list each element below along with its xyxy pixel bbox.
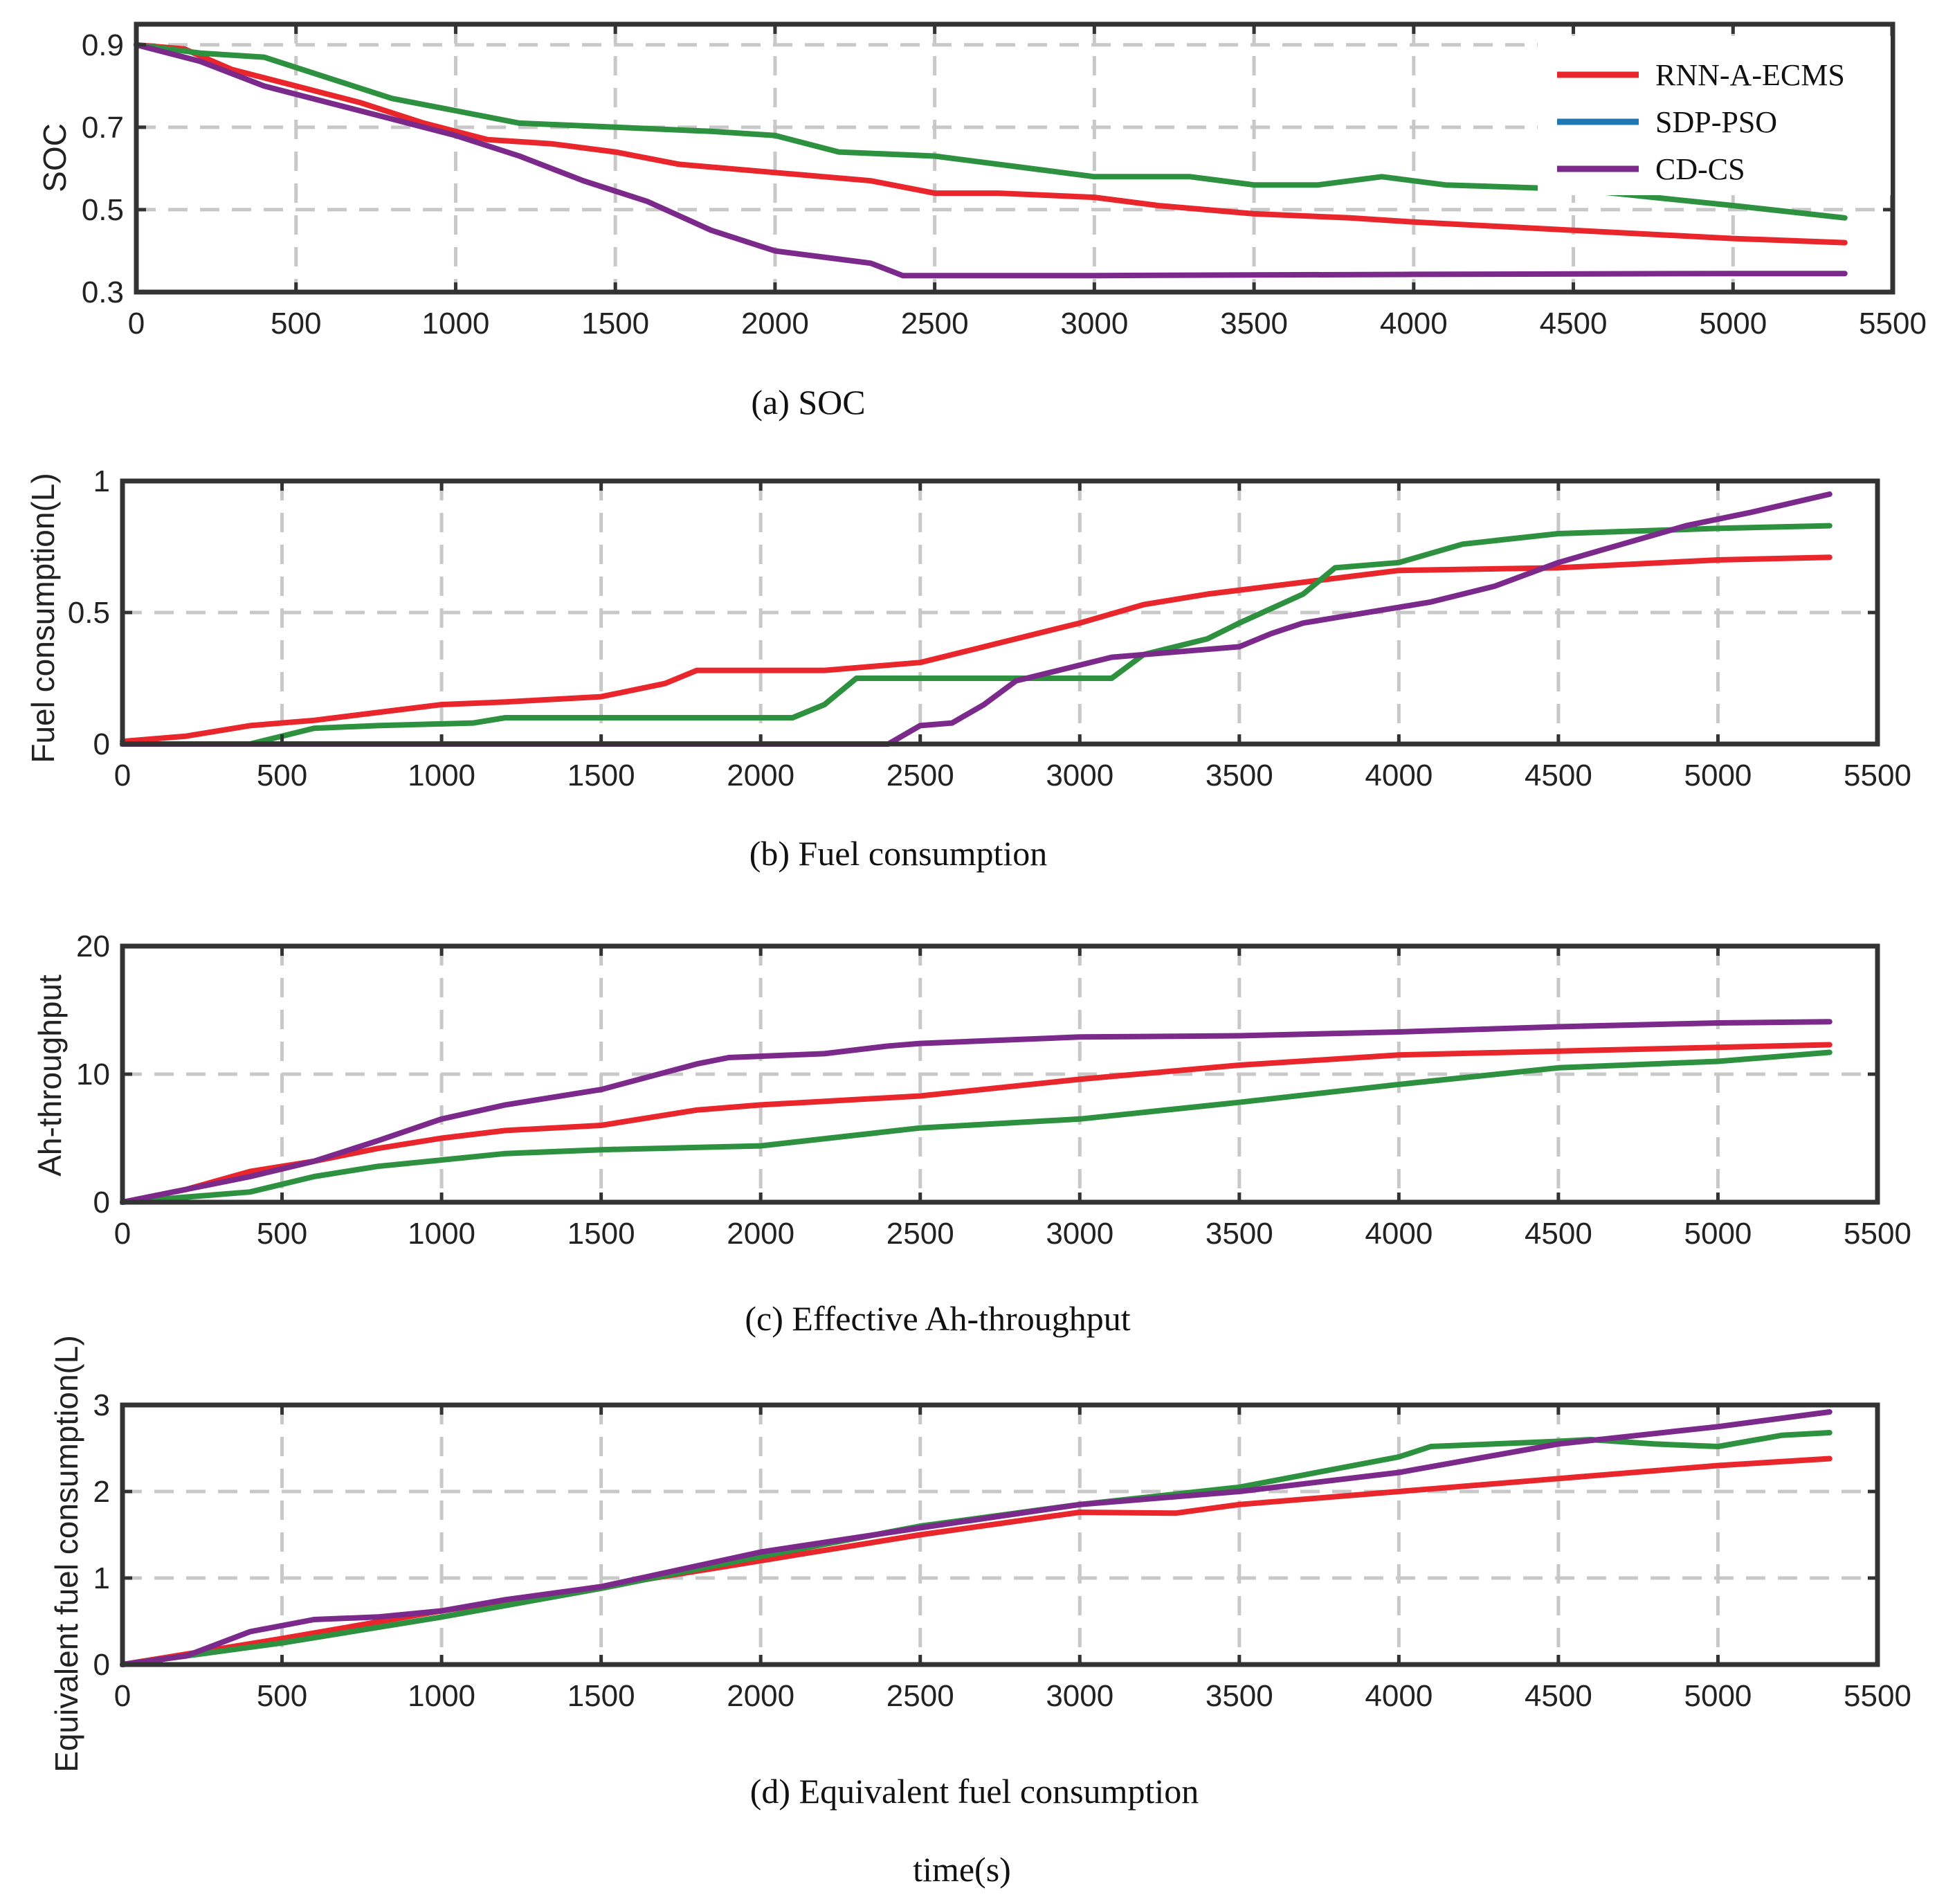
soc-series-cd-cs (134, 42, 1848, 279)
ah-xtick-label: 1500 (567, 1217, 635, 1251)
ah-xtick-label: 2000 (727, 1217, 794, 1251)
fuel-xtick-label: 3500 (1206, 759, 1273, 792)
fuel-xtick-label: 5500 (1844, 759, 1911, 792)
ah-xtick-label: 4500 (1525, 1217, 1592, 1251)
fuel-xtick-label: 1000 (408, 759, 475, 792)
fuel-xtick-label: 2000 (727, 759, 794, 792)
fuel-xtick-label: 5000 (1684, 759, 1752, 792)
fuel-xtick-label: 2500 (886, 759, 954, 792)
ah-xtick-label: 3000 (1046, 1217, 1113, 1251)
soc-ytick-label: 0.9 (82, 28, 124, 62)
soc-plot-frame (134, 21, 1895, 295)
fuel-xtick-label: 0 (114, 759, 131, 792)
fuel-series-cd-cs (120, 491, 1833, 747)
shared-xlabel: time(s) (913, 1850, 1011, 1889)
equivalent-fuel-xtick-label: 2500 (886, 1679, 954, 1713)
equivalent-fuel-xtick-label: 1000 (408, 1679, 475, 1713)
legend-label-rnn-a-ecms: RNN-A-ECMS (1655, 58, 1845, 92)
soc-xtick-label: 4500 (1540, 307, 1608, 341)
legend-label-sdp-pso: SDP-PSO (1655, 105, 1777, 139)
ah-caption: (c) Effective Ah-throughput (745, 1299, 1130, 1338)
equivalent-fuel-ytick-label: 2 (93, 1475, 110, 1509)
ah-xtick-label: 3500 (1206, 1217, 1273, 1251)
soc-xtick-label: 4000 (1380, 307, 1448, 341)
fuel-series-rnn-a-ecms (120, 554, 1833, 745)
fuel-consumption-panel: 0 500 1000 1500 2000 2500 3000 3500 4000 4500 5000… (25, 464, 1911, 873)
equivalent-fuel-xtick-label: 2000 (727, 1679, 794, 1713)
fuel-xtick-label: 1500 (567, 759, 635, 792)
equivalent-fuel-xtick-label: 3500 (1206, 1679, 1273, 1713)
ah-xtick-label: 5500 (1844, 1217, 1911, 1251)
fuel-xtick-label: 4500 (1525, 759, 1592, 792)
equivalent-fuel-ytick-label: 0 (93, 1648, 110, 1682)
equivalent-fuel-xtick-label: 4000 (1365, 1679, 1433, 1713)
ah-throughput-panel: 0 500 1000 1500 2000 2500 3000 3500 4000 4500 5000… (32, 930, 1911, 1338)
ah-xtick-label: 2500 (886, 1217, 954, 1251)
soc-xtick-label: 5000 (1699, 307, 1767, 341)
ah-xtick-label: 5000 (1684, 1217, 1752, 1251)
ah-ylabel: Ah-throughput (32, 974, 68, 1177)
soc-xtick-label: 500 (271, 307, 321, 341)
ah-ytick-label: 20 (76, 930, 110, 963)
soc-series-sdp-pso (134, 42, 1848, 221)
equivalent-fuel-caption: (d) Equivalent fuel consumption (750, 1772, 1199, 1811)
ah-ytick-label: 0 (93, 1186, 110, 1220)
equivalent-fuel-series-sdp-pso (120, 1430, 1833, 1667)
equivalent-fuel-series-rnn-a-ecms (120, 1456, 1833, 1667)
ah-xtick-label: 1000 (408, 1217, 475, 1251)
ah-ytick-label: 10 (76, 1058, 110, 1091)
soc-xtick-label: 0 (128, 307, 145, 341)
equivalent-fuel-plot-frame (120, 1402, 1880, 1667)
soc-caption: (a) SOC (751, 383, 865, 421)
equivalent-fuel-xtick-label: 4500 (1525, 1679, 1592, 1713)
equivalent-fuel-ytick-label: 1 (93, 1561, 110, 1595)
ah-xtick-label: 4000 (1365, 1217, 1433, 1251)
soc-xtick-label: 1000 (422, 307, 490, 341)
soc-ytick-label: 0.5 (82, 193, 124, 227)
equivalent-fuel-ytick-label: 3 (93, 1388, 110, 1422)
equivalent-fuel-xtick-label: 0 (114, 1679, 131, 1713)
equivalent-fuel-xtick-label: 5000 (1684, 1679, 1752, 1713)
equivalent-fuel-xtick-label: 3000 (1046, 1679, 1113, 1713)
soc-xtick-label: 5500 (1859, 307, 1927, 341)
ah-xtick-label: 500 (257, 1217, 307, 1251)
fuel-ytick-label: 1 (93, 464, 110, 498)
fuel-xtick-label: 500 (257, 759, 307, 792)
equivalent-fuel-xtick-label: 1500 (567, 1679, 635, 1713)
legend: RNN-A-ECMS SDP-PSO CD-CS (1538, 36, 1891, 195)
soc-series-rnn-a-ecms (134, 42, 1848, 246)
soc-ylabel: SOC (37, 123, 73, 192)
soc-panel: 0 500 1000 1500 2000 2500 3000 3500 4000 4500 5000… (37, 21, 1927, 421)
ah-series-cd-cs (120, 1019, 1833, 1205)
equivalent-fuel-ylabel: Equivalent fuel consumption(L) (48, 1335, 84, 1772)
equivalent-fuel-series-cd-cs (120, 1409, 1833, 1667)
soc-ytick-label: 0.7 (82, 111, 124, 145)
equivalent-fuel-panel: 0 500 1000 1500 2000 2500 3000 3500 4000 4500 5000… (48, 1335, 1911, 1811)
ah-series-sdp-pso (120, 1049, 1833, 1205)
fuel-xtick-label: 4000 (1365, 759, 1433, 792)
soc-xtick-label: 2500 (901, 307, 969, 341)
fuel-caption: (b) Fuel consumption (749, 834, 1048, 873)
equivalent-fuel-xtick-label: 5500 (1844, 1679, 1911, 1713)
soc-ytick-label: 0.3 (82, 275, 124, 309)
equivalent-fuel-xtick-label: 500 (257, 1679, 307, 1713)
soc-xtick-label: 3500 (1220, 307, 1288, 341)
soc-xtick-label: 1500 (581, 307, 649, 341)
fuel-ytick-label: 0.5 (68, 596, 110, 630)
soc-xtick-label: 2000 (741, 307, 809, 341)
ah-xtick-label: 0 (114, 1217, 131, 1251)
soc-xtick-label: 3000 (1060, 307, 1128, 341)
fuel-ytick-label: 0 (93, 727, 110, 761)
legend-label-cd-cs: CD-CS (1655, 152, 1745, 186)
fuel-ylabel: Fuel consumption(L) (25, 473, 61, 763)
fuel-xtick-label: 3000 (1046, 759, 1113, 792)
